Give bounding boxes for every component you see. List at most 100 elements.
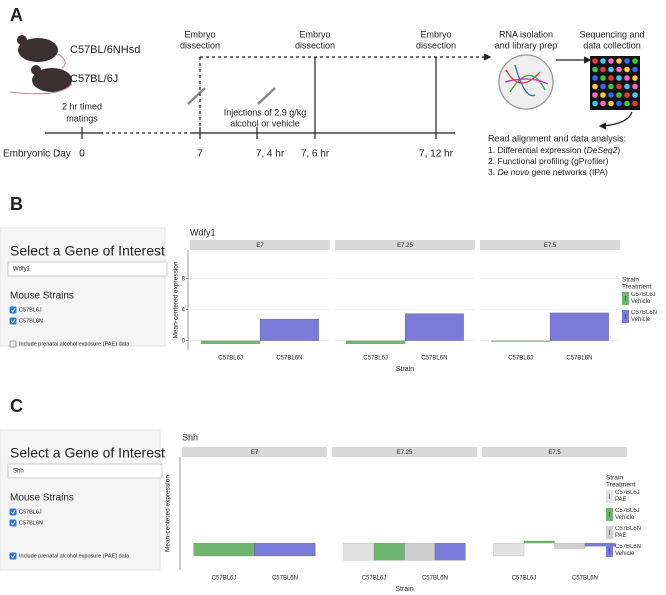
bar <box>523 540 555 544</box>
facet-strip <box>190 240 330 250</box>
sidebar <box>0 429 161 571</box>
x-tick-label: C57BL6J <box>508 356 533 362</box>
seq-dot <box>632 58 638 64</box>
gene-input[interactable] <box>7 261 168 277</box>
seq-dot <box>616 92 622 98</box>
analysis-step-part: De novo <box>497 167 529 177</box>
seq-dot <box>632 100 638 107</box>
bar <box>491 340 551 342</box>
checkbox-label: C57BL6N <box>19 318 43 324</box>
sequencing-icon <box>590 56 640 110</box>
step-label: and library prep <box>495 40 558 50</box>
x-tick-label: C57BL6N <box>566 356 592 362</box>
x-tick-label: C57BL6J <box>512 576 537 582</box>
bar <box>200 340 261 344</box>
mating-label: matings <box>66 113 98 123</box>
syringe-icons <box>187 87 276 105</box>
analysis-step-part: 1. Differential expression ( <box>488 145 587 155</box>
strain-label: C57BL/6J <box>70 73 118 85</box>
y-axis-label: Mean-centered expression <box>165 475 172 552</box>
checkbox-label: C57BL6J <box>19 307 42 313</box>
seq-dot <box>632 75 638 81</box>
step-label: data collection <box>583 40 641 50</box>
chart-title: Wdfy1 <box>190 227 216 237</box>
timepoint-label: 0 <box>79 149 85 160</box>
analysis-step-part: 3. <box>488 167 497 177</box>
checkmark <box>10 510 16 515</box>
checkbox-label: Include prenatal alcohol exposure (PAE) … <box>19 341 130 347</box>
legend-entry: C57BL6J Vehicle <box>631 292 656 305</box>
checkbox[interactable] <box>9 340 17 348</box>
x-axis-label: Strain <box>396 366 414 373</box>
seq-dot <box>632 83 638 90</box>
bar <box>584 542 616 547</box>
sidebar-title: Select a Gene of Interest <box>10 445 165 461</box>
legend-label: C57BL6N Vehicle <box>631 310 658 323</box>
facet-strip <box>335 240 475 250</box>
legend-label: C57BL6N Vehicle <box>615 544 642 557</box>
x-tick-label: C57BL6J <box>218 356 243 362</box>
legend-entry: C57BL6J Vehicle <box>615 508 640 521</box>
facet-label: E7.5 <box>544 243 557 249</box>
x-tick-label: C57BL6N <box>276 356 302 362</box>
y-tick-label: 8 <box>182 276 186 282</box>
step-label: Sequencing and <box>579 29 644 39</box>
analysis-step: 1. Differential expression (DeSeq2) <box>488 145 620 155</box>
facet-label: E7.25 <box>397 450 413 456</box>
analysis-title: Read alignment and data analysis: <box>488 133 626 143</box>
seq-dot <box>592 75 598 81</box>
legend-label: C57BL6N PAE <box>615 526 642 539</box>
section-label: Mouse Strains <box>10 291 74 302</box>
seq-dot <box>616 66 622 73</box>
seq-dot <box>600 66 606 73</box>
legend-title: Strain <box>622 277 639 284</box>
seq-dot <box>608 100 614 107</box>
mouse-icons <box>9 35 73 95</box>
gene-input-value: Shh <box>13 469 24 475</box>
seq-dot <box>624 66 630 73</box>
seq-dot <box>608 83 614 90</box>
legend-title: Treatment <box>606 482 636 489</box>
legend-label: C57BL6J PAE <box>615 490 640 503</box>
seq-dot <box>600 83 606 90</box>
bar <box>193 542 255 557</box>
seq-dot <box>592 58 598 64</box>
seq-dot <box>632 92 638 98</box>
legend-title: Strain <box>606 475 623 482</box>
y-tick-label: 4 <box>182 307 186 313</box>
seq-dot <box>616 58 622 64</box>
seq-dot <box>616 83 622 90</box>
analysis-step: 3. De novo gene networks (IPA) <box>488 167 608 177</box>
bar <box>493 542 525 557</box>
axis-label: Embryonic Day <box>3 149 71 160</box>
seq-dot <box>600 100 606 107</box>
facet-strip <box>482 447 627 457</box>
analysis-step-part: 2. Functional profiling (gProfiler) <box>488 156 609 166</box>
timepoint-label: 7, 4 hr <box>256 149 285 160</box>
seq-dot <box>592 100 598 107</box>
seq-dot <box>592 83 598 90</box>
dissection-label: dissection <box>295 40 335 50</box>
checkbox-label: Include prenatal alcohol exposure (PAE) … <box>19 553 130 559</box>
timepoint-label: 7 <box>197 149 203 160</box>
facet-strip <box>480 240 620 250</box>
seq-dot <box>592 66 598 73</box>
panel-label: A <box>10 5 23 25</box>
checkmark <box>10 308 16 313</box>
seq-dot <box>592 92 598 98</box>
legend-entry: C57BL6J PAE <box>615 490 640 503</box>
chart-title: Shh <box>182 432 198 442</box>
facet-label: E7.25 <box>397 243 413 249</box>
sequencing-dots <box>592 58 638 107</box>
rna-icon <box>498 54 554 110</box>
gene-input[interactable] <box>7 463 163 479</box>
seq-dot <box>608 75 614 81</box>
seq-dot <box>624 75 630 81</box>
analysis-step-part: DeSeq2 <box>587 145 618 155</box>
injection-label: Injections of 2.9 g/kg <box>224 107 307 117</box>
facet-label: E7 <box>256 243 264 249</box>
analysis-step-part: ) <box>617 145 620 155</box>
step-label: RNA isolation <box>499 29 553 39</box>
bar <box>254 542 316 557</box>
